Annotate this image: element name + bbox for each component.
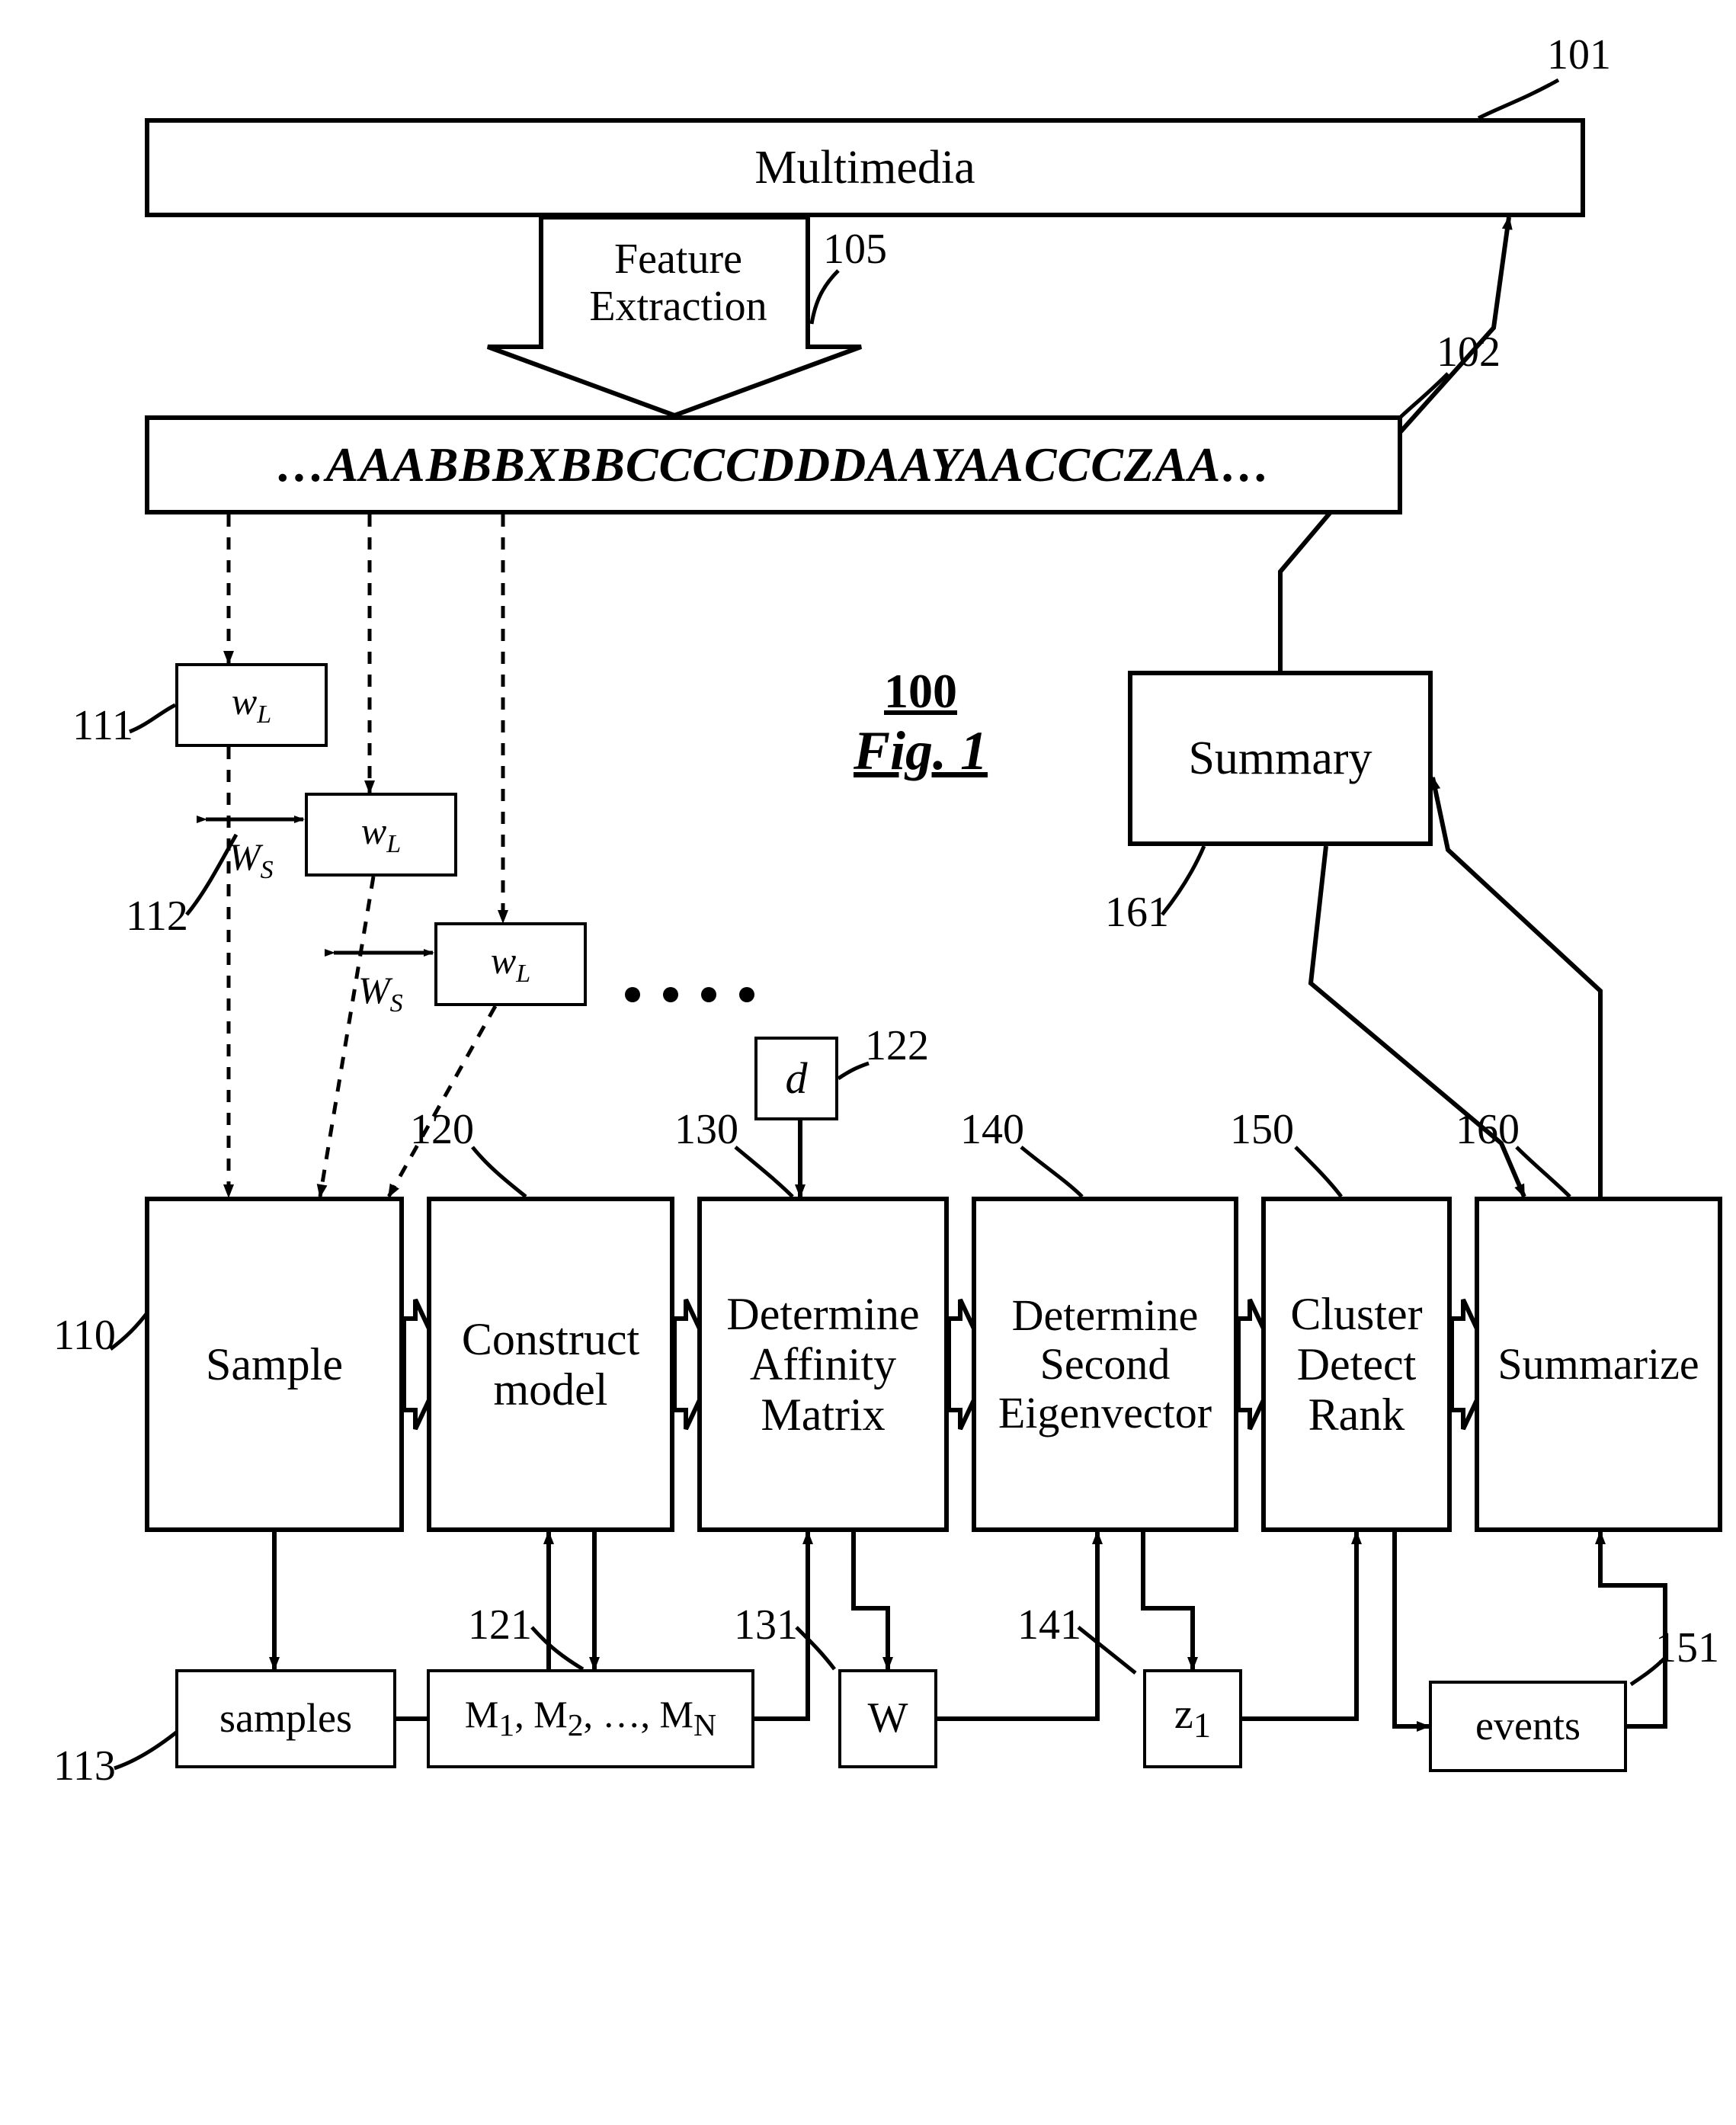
node-events-out-label: events xyxy=(1475,1704,1581,1748)
node-affinity-label: Determine Affinity Matrix xyxy=(726,1289,919,1440)
ref-112: 112 xyxy=(126,892,188,941)
node-samples-out-label: samples xyxy=(219,1696,352,1741)
ref-140: 140 xyxy=(960,1105,1024,1154)
ref-151: 151 xyxy=(1655,1623,1719,1672)
node-window-3-label: wL xyxy=(491,940,530,988)
ws-label-2: WS xyxy=(358,968,403,1018)
feature-extraction-text: Feature Extraction xyxy=(589,236,767,330)
node-d-in: d xyxy=(754,1037,838,1120)
ref-101: 101 xyxy=(1547,30,1611,79)
node-models-out-label: M1, M2, …, MN xyxy=(465,1694,716,1744)
ref-141: 141 xyxy=(1017,1601,1081,1649)
node-window-3: wL xyxy=(434,922,587,1006)
node-construct-model: Construct model xyxy=(427,1197,674,1532)
node-window-1: wL xyxy=(175,663,328,747)
node-window-1-label: wL xyxy=(232,681,271,729)
node-construct-model-label: Construct model xyxy=(462,1314,639,1415)
node-w-out: W xyxy=(838,1669,937,1768)
ref-130: 130 xyxy=(674,1105,738,1154)
node-timeseries-label: …AAABBBXBBCCCCDDDAAYAACCCZAA… xyxy=(277,438,1271,492)
figure-canvas: Multimedia Feature Extraction …AAABBBXBB… xyxy=(0,0,1736,2125)
ref-111: 111 xyxy=(72,701,133,750)
ref-160: 160 xyxy=(1456,1105,1520,1154)
ref-150: 150 xyxy=(1230,1105,1294,1154)
node-cluster-label: Cluster Detect Rank xyxy=(1290,1289,1422,1440)
node-multimedia: Multimedia xyxy=(145,118,1585,217)
ws-label-1: WS xyxy=(229,835,274,885)
figure-ref: 100 xyxy=(854,663,988,720)
node-summary: Summary xyxy=(1128,671,1433,846)
node-timeseries: …AAABBBXBBCCCCDDDAAYAACCCZAA… xyxy=(145,415,1402,514)
node-eigen-label: Determine Second Eigenvector xyxy=(998,1291,1212,1437)
ref-113: 113 xyxy=(53,1742,116,1790)
node-z-out: z1 xyxy=(1143,1669,1242,1768)
feature-extraction-label: Feature Extraction xyxy=(556,236,800,330)
node-summary-label: Summary xyxy=(1188,732,1372,784)
node-sample: Sample xyxy=(145,1197,404,1532)
node-z-out-label: z1 xyxy=(1174,1691,1211,1746)
node-samples-out: samples xyxy=(175,1669,396,1768)
node-window-2-label: wL xyxy=(361,810,401,858)
node-models-out: M1, M2, …, MN xyxy=(427,1669,754,1768)
node-eigen: Determine Second Eigenvector xyxy=(972,1197,1238,1532)
node-summarize-label: Summarize xyxy=(1497,1340,1699,1389)
ref-122: 122 xyxy=(865,1021,929,1070)
node-summarize: Summarize xyxy=(1475,1197,1722,1532)
ref-131: 131 xyxy=(734,1601,798,1649)
node-cluster: Cluster Detect Rank xyxy=(1261,1197,1452,1532)
node-sample-label: Sample xyxy=(206,1339,343,1389)
ref-120: 120 xyxy=(410,1105,474,1154)
ref-105: 105 xyxy=(823,225,887,274)
figure-title-text: Fig. 1 xyxy=(854,720,988,783)
ref-102: 102 xyxy=(1437,328,1501,377)
node-multimedia-label: Multimedia xyxy=(754,142,975,194)
node-events-out: events xyxy=(1429,1681,1627,1772)
ellipsis-dots xyxy=(625,987,754,1002)
ref-121: 121 xyxy=(468,1601,532,1649)
ref-110: 110 xyxy=(53,1311,116,1360)
node-affinity: Determine Affinity Matrix xyxy=(697,1197,949,1532)
node-w-out-label: W xyxy=(868,1695,908,1742)
node-window-2: wL xyxy=(305,793,457,877)
node-d-label: d xyxy=(786,1054,808,1103)
ref-161: 161 xyxy=(1105,888,1169,937)
figure-title: 100 Fig. 1 xyxy=(854,663,988,783)
